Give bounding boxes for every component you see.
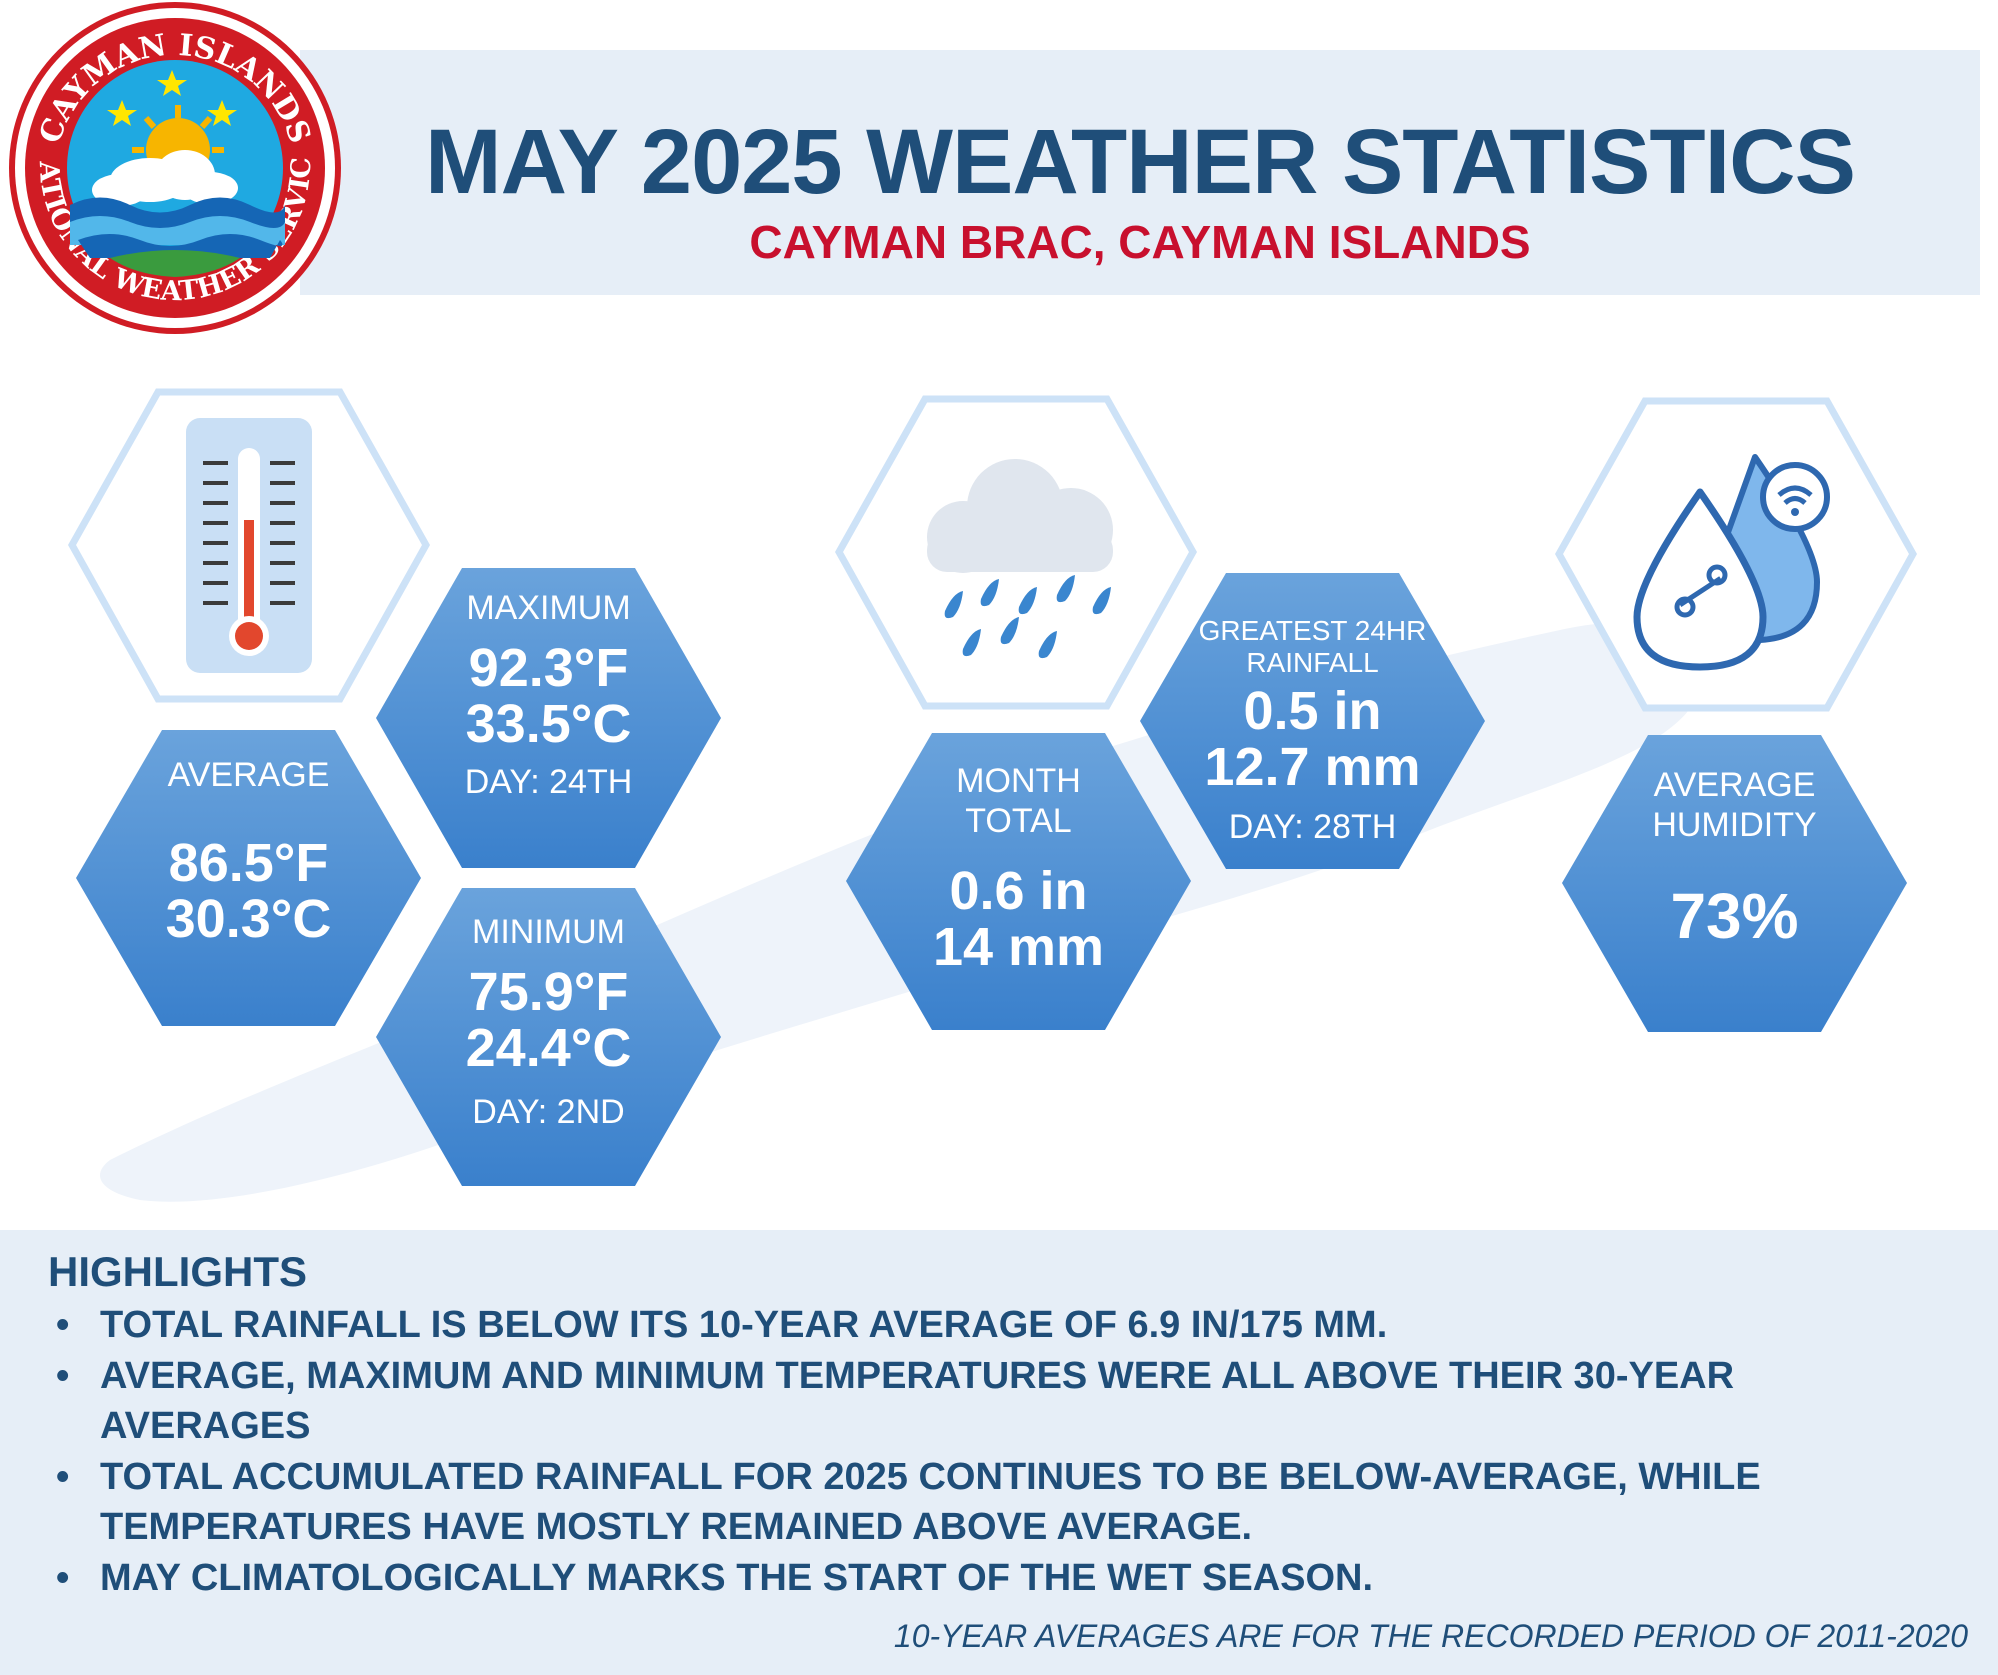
thermometer-icon bbox=[186, 418, 312, 673]
greatest-24hr-label-2: RAINFALL bbox=[1246, 647, 1379, 678]
month-total-label-2: TOTAL bbox=[965, 802, 1072, 840]
maximum-temperature-hexagon: MAXIMUM 92.3°F 33.5°C DAY: 24TH bbox=[376, 568, 721, 868]
list-item: • TOTAL ACCUMULATED RAINFALL FOR 2025 CON… bbox=[50, 1452, 1930, 1552]
rain-cloud-icon bbox=[927, 459, 1113, 659]
list-item: • MAY CLIMATOLOGICALLY MARKS THE START OF… bbox=[50, 1553, 1930, 1603]
greatest-24hr-value-mm: 12.7 mm bbox=[1204, 737, 1421, 797]
greatest-24hr-day: DAY: 28TH bbox=[1228, 808, 1397, 846]
bullet: • bbox=[56, 1304, 70, 1346]
highlights-list: • TOTAL RAINFALL IS BELOW ITS 10-YEAR AVE… bbox=[50, 1300, 1930, 1604]
greatest-24hr-rainfall-hexagon: GREATEST 24HR RAINFALL 0.5 in 12.7 mm DA… bbox=[1140, 573, 1485, 869]
minimum-value-c: 24.4°C bbox=[465, 1018, 632, 1078]
maximum-day: DAY: 24TH bbox=[464, 763, 633, 801]
maximum-label: MAXIMUM bbox=[466, 589, 631, 627]
month-total-rainfall-hexagon: MONTH TOTAL 0.6 in 14 mm bbox=[846, 733, 1191, 1030]
maximum-value-c: 33.5°C bbox=[465, 694, 632, 754]
greatest-24hr-label-1: GREATEST 24HR bbox=[1198, 615, 1427, 646]
highlight-text: AVERAGE, MAXIMUM AND MINIMUM TEMPERATURE… bbox=[100, 1355, 1735, 1447]
highlight-text: MAY CLIMATOLOGICALLY MARKS THE START OF … bbox=[100, 1557, 1374, 1599]
minimum-day: DAY: 2ND bbox=[472, 1093, 625, 1131]
humidity-hexagon bbox=[1554, 397, 1918, 712]
average-temperature-hexagon: AVERAGE 86.5°F 30.3°C bbox=[76, 730, 421, 1026]
footnote: 10-YEAR AVERAGES ARE FOR THE RECORDED PE… bbox=[893, 1618, 1968, 1654]
highlights-title: HIGHLIGHTS bbox=[48, 1248, 307, 1295]
greatest-24hr-value-in: 0.5 in bbox=[1243, 681, 1382, 741]
humidity-label-1: AVERAGE bbox=[1653, 766, 1816, 804]
bullet: • bbox=[56, 1456, 70, 1498]
humidity-drops-icon bbox=[1633, 454, 1830, 671]
thermometer-hexagon bbox=[67, 388, 431, 703]
minimum-temperature-hexagon: MINIMUM 75.9°F 24.4°C DAY: 2ND bbox=[376, 888, 721, 1186]
rain-hexagon bbox=[834, 395, 1198, 710]
highlights-panel bbox=[0, 1230, 1998, 1675]
highlight-text: TOTAL RAINFALL IS BELOW ITS 10-YEAR AVER… bbox=[100, 1304, 1388, 1346]
average-humidity-hexagon: AVERAGE HUMIDITY 73% bbox=[1562, 735, 1907, 1032]
page-title: MAY 2025 WEATHER STATISTICS bbox=[425, 111, 1856, 213]
national-weather-service-logo: CAYMAN ISLANDS NATIONAL WEATHER SERVICE bbox=[0, 0, 341, 334]
humidity-value: 73% bbox=[1670, 880, 1799, 952]
minimum-label: MINIMUM bbox=[472, 913, 625, 951]
list-item: • TOTAL RAINFALL IS BELOW ITS 10-YEAR AVE… bbox=[50, 1300, 1930, 1350]
humidity-label-2: HUMIDITY bbox=[1652, 806, 1817, 844]
month-total-value-in: 0.6 in bbox=[949, 861, 1088, 921]
star-icon bbox=[107, 70, 237, 126]
minimum-value-f: 75.9°F bbox=[468, 962, 629, 1022]
maximum-value-f: 92.3°F bbox=[468, 638, 629, 698]
wave-icon bbox=[70, 197, 285, 277]
average-value-f: 86.5°F bbox=[168, 833, 329, 893]
average-temperature-label: AVERAGE bbox=[167, 756, 330, 794]
month-total-value-mm: 14 mm bbox=[932, 917, 1105, 977]
bullet: • bbox=[56, 1557, 70, 1599]
list-item: • AVERAGE, MAXIMUM AND MINIMUM TEMPERATUR… bbox=[50, 1351, 1930, 1451]
average-value-c: 30.3°C bbox=[165, 889, 332, 949]
page-subtitle: CAYMAN BRAC, CAYMAN ISLANDS bbox=[749, 216, 1531, 268]
highlight-text: TOTAL ACCUMULATED RAINFALL FOR 2025 CONT… bbox=[100, 1456, 1761, 1548]
bullet: • bbox=[56, 1355, 70, 1397]
header-band bbox=[300, 50, 1980, 295]
month-total-label-1: MONTH bbox=[956, 762, 1081, 800]
